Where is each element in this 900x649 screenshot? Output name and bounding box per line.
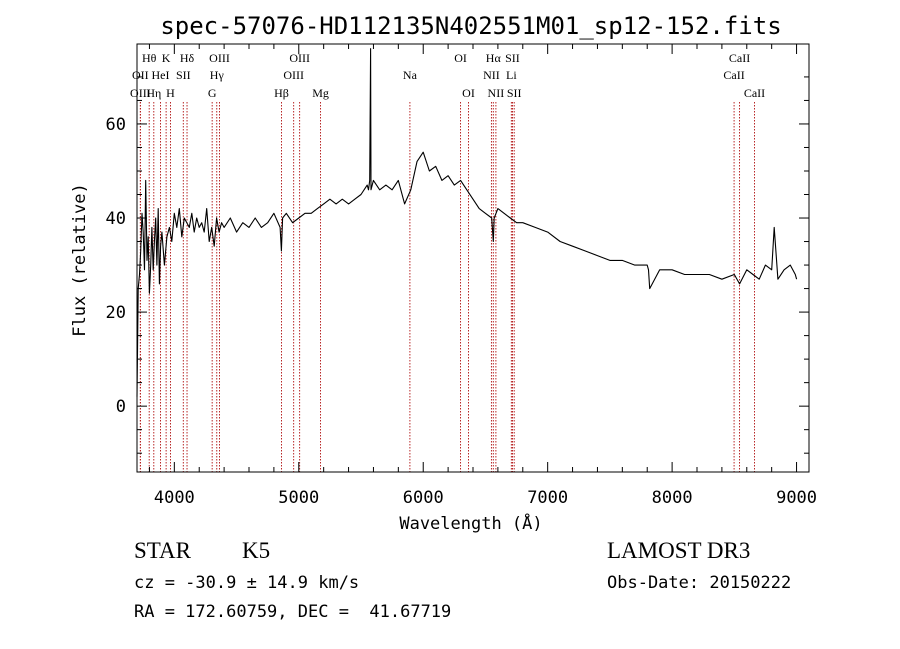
- marker-label-7: SII: [176, 68, 191, 82]
- marker-label-22: SII: [505, 51, 520, 65]
- chart-title: spec-57076-HD112135N402551M01_sp12-152.f…: [160, 12, 781, 40]
- x-tick-label: 9000: [776, 488, 817, 508]
- marker-label-20: NII: [483, 68, 500, 82]
- observation-date: Obs-Date: 20150222: [607, 573, 792, 593]
- marker-label-12: OIII: [289, 51, 310, 65]
- marker-label-21: NII: [488, 86, 505, 100]
- marker-label-2: OIII: [130, 86, 151, 100]
- marker-label-11: G: [208, 86, 217, 100]
- marker-label-8: Hδ: [180, 51, 195, 65]
- marker-label-9: OIII: [209, 51, 230, 65]
- marker-label-16: Na: [403, 68, 418, 82]
- marker-label-23: Li: [506, 68, 517, 82]
- x-tick-label: 8000: [652, 488, 693, 508]
- marker-label-4: K: [162, 51, 171, 65]
- y-axis-label: Flux (relative): [70, 183, 90, 337]
- marker-label-0: Hθ: [142, 51, 157, 65]
- object-class: STAR: [134, 538, 191, 563]
- x-tick-label: 5000: [278, 488, 319, 508]
- marker-label-27: CaII: [744, 86, 765, 100]
- marker-label-26: CaII: [723, 68, 744, 82]
- x-axis-label: Wavelength (Å): [399, 512, 542, 534]
- x-axis-ticks: 4000 5000 6000 7000 8000 9000: [148, 44, 817, 508]
- y-tick-label: 40: [106, 209, 126, 229]
- marker-label-25: CaII: [729, 51, 750, 65]
- marker-label-10: Hγ: [210, 68, 225, 82]
- marker-label-3: Hη: [146, 86, 161, 100]
- x-tick-label: 4000: [154, 488, 195, 508]
- marker-label-17: OI: [454, 51, 467, 65]
- marker-label-14: Hβ: [274, 86, 289, 100]
- ra-dec-coordinates: RA = 172.60759, DEC = 41.67719: [134, 602, 452, 622]
- redshift-cz: cz = -30.9 ± 14.9 km/s: [134, 573, 360, 593]
- marker-label-18: OI: [462, 86, 475, 100]
- marker-label-15: Mg: [312, 86, 329, 100]
- x-tick-label: 6000: [403, 488, 444, 508]
- y-axis-ticks: 0 20 40 60: [106, 76, 809, 454]
- spectrum-chart: spec-57076-HD112135N402551M01_sp12-152.f…: [70, 12, 817, 534]
- plot-frame: [136, 43, 810, 473]
- survey-name: LAMOST DR3: [607, 538, 751, 563]
- y-tick-label: 60: [106, 115, 126, 135]
- marker-label-1: OII: [132, 68, 149, 82]
- spectrum-line: [136, 48, 798, 397]
- x-tick-label: 7000: [527, 488, 568, 508]
- marker-label-19: Hα: [486, 51, 502, 65]
- marker-label-5: HeI: [152, 68, 170, 82]
- marker-label-6: H: [166, 86, 175, 100]
- y-tick-label: 0: [116, 397, 126, 417]
- y-tick-label: 20: [106, 303, 126, 323]
- object-subclass: K5: [242, 538, 271, 563]
- marker-label-24: SII: [507, 86, 522, 100]
- marker-label-13: OIII: [283, 68, 304, 82]
